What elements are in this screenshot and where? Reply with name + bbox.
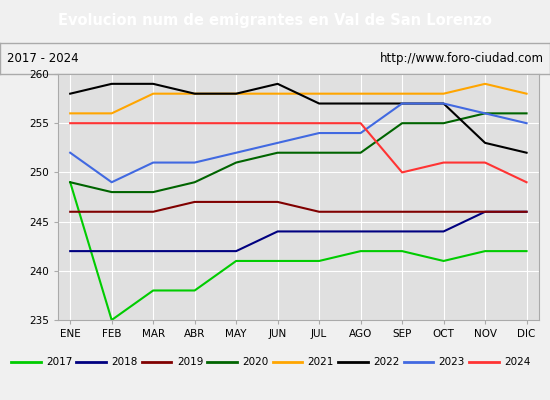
Text: 2024: 2024 [504, 357, 530, 367]
Text: 2019: 2019 [177, 357, 203, 367]
Text: 2022: 2022 [373, 357, 399, 367]
Text: 2020: 2020 [242, 357, 268, 367]
Text: http://www.foro-ciudad.com: http://www.foro-ciudad.com [379, 52, 543, 65]
Text: 2021: 2021 [308, 357, 334, 367]
Text: 2023: 2023 [439, 357, 465, 367]
Text: 2018: 2018 [111, 357, 138, 367]
Text: Evolucion num de emigrantes en Val de San Lorenzo: Evolucion num de emigrantes en Val de Sa… [58, 14, 492, 28]
Text: 2017 - 2024: 2017 - 2024 [7, 52, 78, 65]
Text: 2017: 2017 [46, 357, 72, 367]
